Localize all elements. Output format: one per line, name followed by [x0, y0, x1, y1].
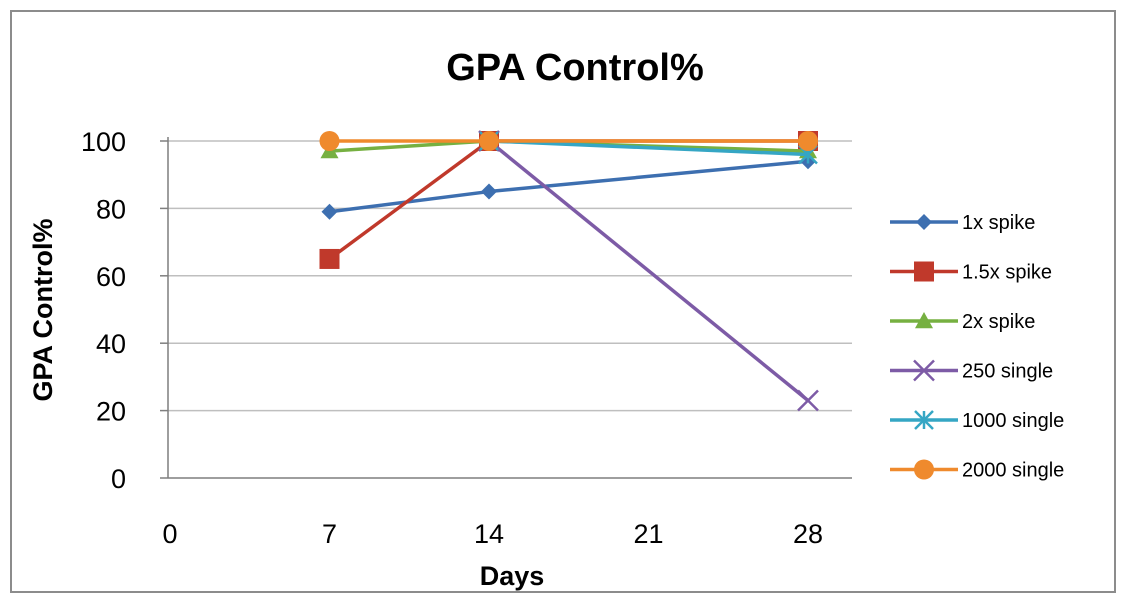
- chart-frame: [10, 10, 1116, 593]
- legend: 1x spike 1.5x spike 2x spike 250 single 1000…: [890, 212, 1064, 482]
- y-tick-label: 80: [96, 194, 126, 224]
- legend-label: 2000 single: [962, 460, 1064, 482]
- legend-item: 1x spike: [890, 212, 1035, 234]
- legend-swatch-marker: [914, 410, 934, 430]
- legend-item: 1.5x spike: [890, 261, 1052, 284]
- x-tick-label: 0: [162, 519, 177, 549]
- legend-label: 250 single: [962, 361, 1053, 383]
- data-point: [319, 248, 340, 269]
- series-line: [488, 139, 809, 157]
- plot-area: [319, 130, 819, 412]
- x-tick-label: 28: [793, 519, 823, 549]
- legend-swatch-marker: [916, 214, 932, 230]
- legend-label: 2x spike: [962, 311, 1035, 333]
- series-2000-single: [319, 131, 818, 151]
- x-tick-label: 7: [322, 519, 337, 549]
- y-tick-label: 40: [96, 329, 126, 359]
- data-point: [479, 131, 499, 151]
- legend-swatch-marker: [915, 312, 933, 329]
- legend-item: 250 single: [890, 359, 1053, 383]
- legend-item: 1000 single: [890, 410, 1064, 432]
- y-tick-label: 20: [96, 397, 126, 427]
- x-axis-title: Days: [480, 561, 545, 591]
- chart-title: GPA Control%: [446, 47, 704, 89]
- data-point: [319, 131, 340, 151]
- axes: [160, 137, 852, 479]
- x-tick-label: 14: [474, 519, 504, 549]
- legend-label: 1.5x spike: [962, 262, 1052, 284]
- series-line: [328, 139, 808, 261]
- series-line: [487, 139, 810, 402]
- data-point: [481, 183, 497, 200]
- legend-item: 2x spike: [890, 311, 1035, 333]
- tick-labels: 0 20 40 60 80 100 0 7 14 21 28: [81, 127, 823, 549]
- legend-label: 1x spike: [962, 212, 1035, 234]
- y-tick-label: 60: [96, 262, 126, 292]
- x-tick-label: 21: [633, 519, 663, 549]
- legend-swatch-marker: [914, 261, 934, 282]
- legend-swatch-marker: [913, 359, 935, 382]
- series-1000-single: [479, 131, 818, 165]
- series-250-single: [478, 130, 819, 412]
- grid-lines: [168, 140, 852, 412]
- legend-swatch-marker: [914, 459, 934, 480]
- data-point: [798, 131, 818, 151]
- data-point: [797, 389, 819, 412]
- legend-label: 1000 single: [962, 410, 1064, 432]
- legend-item: 2000 single: [890, 459, 1064, 482]
- y-tick-label: 100: [81, 127, 126, 157]
- y-axis-title: GPA Control%: [28, 219, 58, 402]
- data-point: [321, 203, 338, 220]
- y-tick-label: 0: [111, 464, 126, 494]
